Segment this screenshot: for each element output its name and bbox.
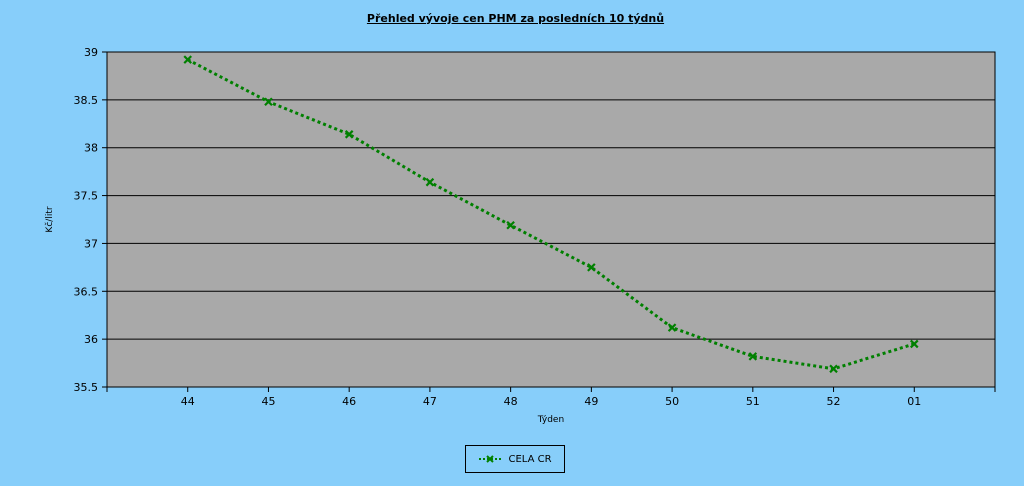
chart-title: Přehled vývoje cen PHM za posledních 10 …	[366, 12, 665, 25]
x-tick-label: 51	[746, 395, 760, 408]
y-tick-label: 35.5	[74, 381, 99, 394]
legend-series-label: CELA CR	[508, 453, 552, 465]
y-axis-label: Kč/litr	[44, 206, 55, 232]
data-point-marker	[748, 352, 758, 361]
x-tick-label: 45	[261, 395, 275, 408]
x-tick-label: 01	[907, 395, 921, 408]
data-point-marker	[667, 323, 677, 332]
y-tick-label: 37.5	[74, 190, 99, 203]
y-tick-label: 39	[84, 46, 98, 59]
x-axis: 44 45 46 47 48 49 50 51 52 01	[106, 387, 996, 408]
data-point-marker	[587, 263, 596, 272]
x-axis-label: Týden	[537, 415, 564, 425]
data-point-marker	[264, 97, 273, 107]
x-tick-label: 47	[423, 395, 437, 408]
data-point-marker	[506, 220, 515, 230]
x-tick-label: 44	[181, 395, 195, 408]
x-tick-label: 52	[827, 395, 841, 408]
y-tick-label: 38	[84, 142, 98, 155]
x-tick-label: 49	[584, 395, 598, 408]
x-tick-label: 50	[665, 395, 679, 408]
data-point-marker	[829, 364, 838, 374]
y-tick-label: 36	[84, 333, 98, 346]
data-point-marker	[183, 55, 193, 64]
x-tick-label: 48	[504, 395, 518, 408]
legend-line-marker-icon	[479, 455, 502, 463]
data-point-marker	[344, 130, 354, 139]
y-axis: 35.5 36 36.5 37 37.5 38 38.5 39	[74, 46, 107, 394]
series-layer	[183, 55, 919, 374]
grid-lines	[107, 51, 995, 388]
plot-area	[106, 51, 996, 388]
data-point-marker	[425, 177, 435, 187]
y-tick-label: 36.5	[74, 285, 99, 298]
legend: CELA CR	[465, 445, 565, 473]
series-line	[187, 58, 915, 371]
y-tick-label: 38.5	[74, 94, 99, 107]
y-tick-label: 37	[84, 237, 98, 250]
x-tick-label: 46	[342, 395, 356, 408]
data-point-marker	[909, 339, 919, 349]
